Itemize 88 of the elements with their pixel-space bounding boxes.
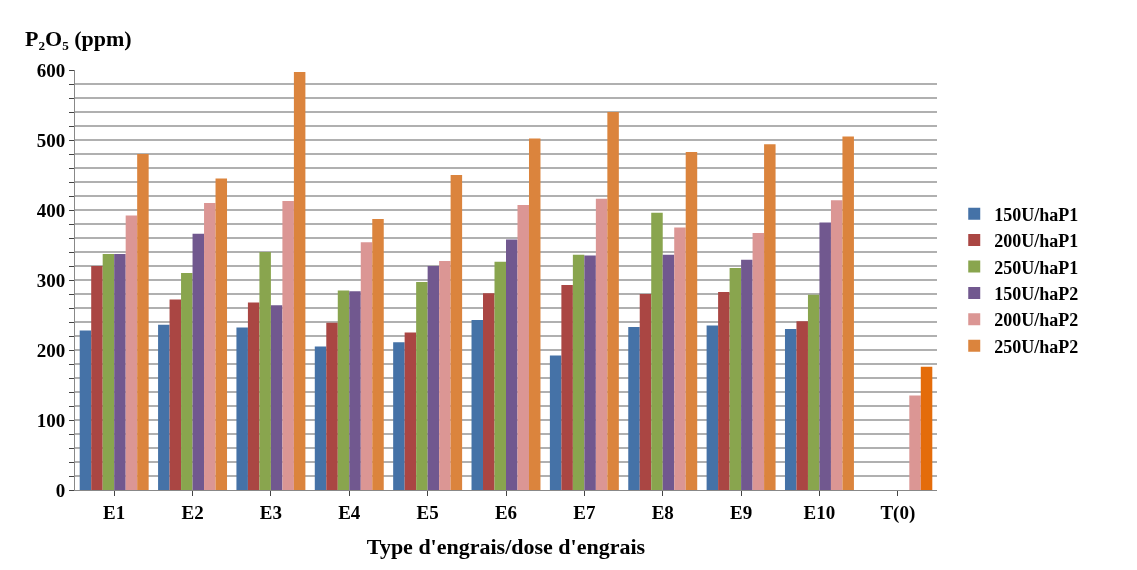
bar <box>125 215 138 490</box>
bar <box>528 138 541 490</box>
bar <box>549 355 562 490</box>
bar <box>706 325 719 490</box>
x-tick-label: E3 <box>259 501 282 523</box>
legend-label: 150U/haP1 <box>994 204 1079 225</box>
bar <box>259 252 271 490</box>
bar <box>236 327 248 490</box>
bar <box>270 305 283 490</box>
bar <box>450 175 463 490</box>
bar <box>360 242 373 490</box>
bar <box>639 294 652 490</box>
bar <box>192 233 205 490</box>
bar <box>796 321 808 490</box>
x-tick-label: E7 <box>573 501 596 523</box>
y-tick-label: 600 <box>36 59 66 81</box>
bar <box>830 200 843 490</box>
bar <box>584 255 596 490</box>
y-axis-title: P₂O₅ (ppm) <box>25 26 132 51</box>
x-tick-label: E2 <box>181 501 204 523</box>
bar <box>807 294 820 490</box>
bar <box>427 266 440 490</box>
bar <box>741 259 753 490</box>
bar <box>909 395 921 490</box>
bar <box>102 254 115 490</box>
bar <box>137 154 149 490</box>
bar <box>674 227 686 490</box>
bar <box>483 293 495 490</box>
x-tick-label: E10 <box>803 501 836 523</box>
bar <box>752 233 765 490</box>
bar <box>114 254 126 490</box>
bar <box>718 291 730 490</box>
bar <box>439 261 451 490</box>
bar <box>920 366 933 490</box>
bar <box>819 222 831 490</box>
y-tick-label: 200 <box>36 339 66 361</box>
bar <box>561 284 573 490</box>
bar <box>784 329 797 490</box>
bar <box>595 198 608 490</box>
y-tick-label: 400 <box>36 199 66 221</box>
bar <box>247 302 260 490</box>
legend-label: 150U/haP2 <box>994 283 1079 304</box>
bar <box>215 178 228 490</box>
x-tick-label: T(0) <box>880 501 916 524</box>
bar <box>494 261 506 490</box>
bar <box>651 212 663 490</box>
bar <box>764 144 776 490</box>
bar <box>293 72 306 490</box>
bar <box>729 268 742 490</box>
y-tick-label: 300 <box>36 269 66 291</box>
x-tick-label: E4 <box>338 501 361 523</box>
x-tick-label: E5 <box>416 501 439 523</box>
y-tick-label: 500 <box>36 129 66 151</box>
bar <box>314 346 327 490</box>
bar <box>506 239 518 490</box>
bar <box>337 290 350 490</box>
bar <box>607 112 619 490</box>
bar <box>404 332 417 490</box>
y-tick-label: 0 <box>55 479 66 501</box>
y-tick-label: 100 <box>36 409 66 431</box>
bar <box>572 254 585 490</box>
x-tick-label: E6 <box>494 501 518 523</box>
x-tick-label: E8 <box>651 501 674 523</box>
bar <box>685 151 698 490</box>
bar <box>628 326 640 490</box>
bar <box>393 342 405 490</box>
bar <box>349 291 361 490</box>
bar <box>326 322 338 490</box>
bar <box>79 330 92 490</box>
legend-label: 200U/haP2 <box>994 310 1079 331</box>
x-tick-label: E1 <box>103 501 126 523</box>
bar <box>662 254 675 490</box>
legend-label: 200U/haP1 <box>994 231 1079 252</box>
bar <box>169 299 182 490</box>
legend-label: 250U/haP1 <box>994 257 1079 278</box>
bar <box>282 200 294 490</box>
bar <box>842 136 854 490</box>
bar <box>158 324 170 490</box>
bar <box>204 203 216 490</box>
bar <box>91 266 103 490</box>
bar <box>471 319 484 490</box>
bar <box>416 282 428 490</box>
x-axis-title: Type d'engrais/dose d'engrais <box>366 533 646 559</box>
x-tick-label: E9 <box>730 501 753 523</box>
bar <box>181 273 193 490</box>
bar <box>517 205 529 490</box>
bar <box>372 219 384 490</box>
legend-label: 250U/haP2 <box>994 336 1079 357</box>
